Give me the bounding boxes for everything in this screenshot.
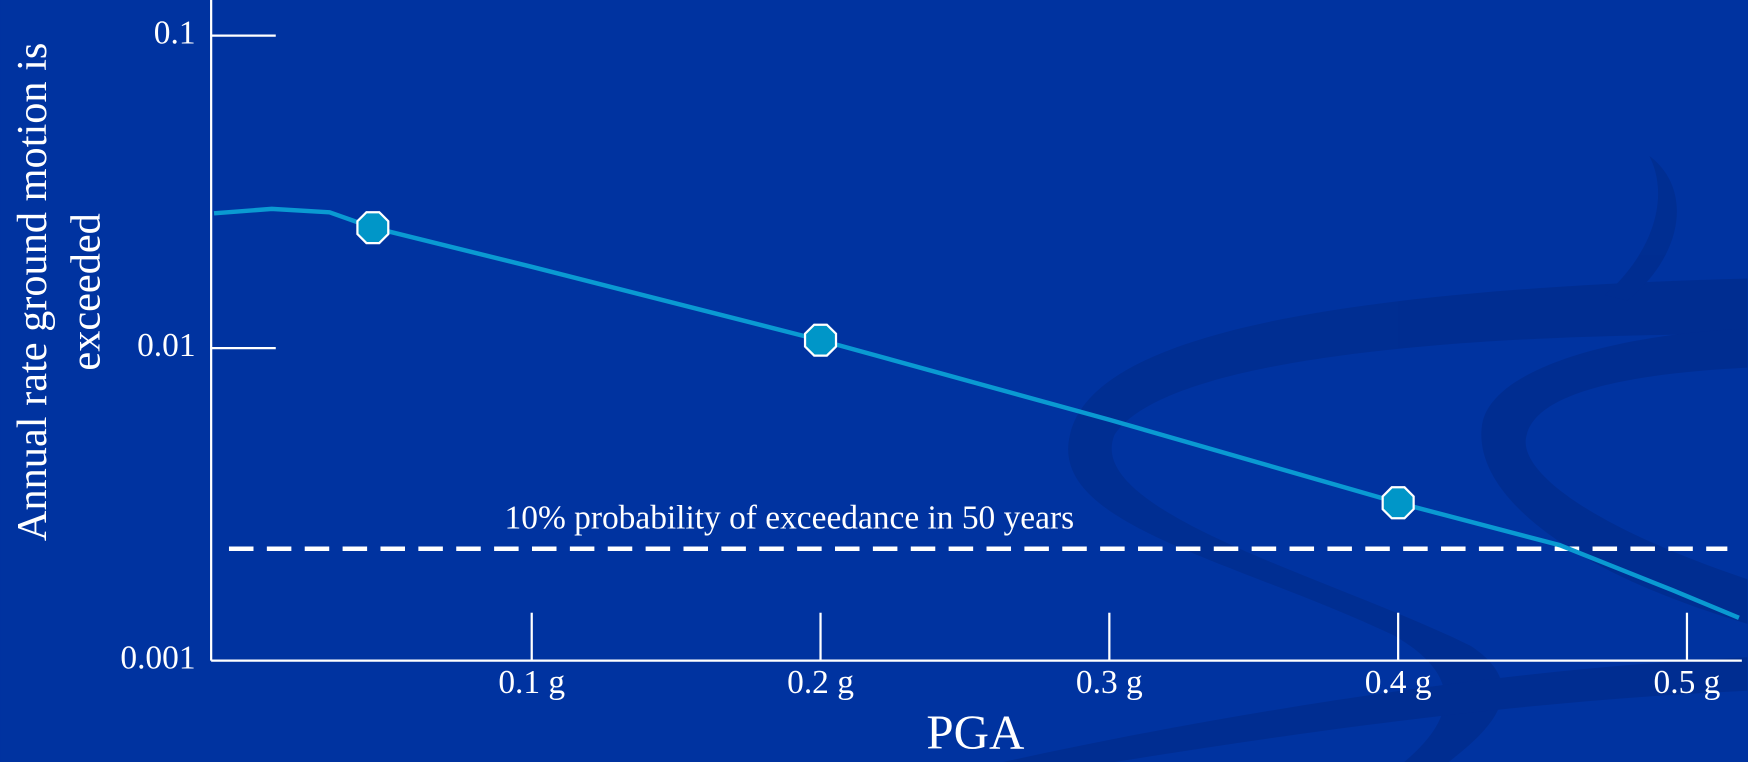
- annotation: 10% probability of exceedance in 50 year…: [505, 500, 1075, 537]
- x-tick-label: 0.1 g: [498, 664, 565, 701]
- data-point: [1383, 487, 1414, 518]
- background: [1, 0, 1748, 762]
- x-tick-label: 0.2 g: [787, 664, 854, 701]
- data-point: [357, 212, 388, 243]
- y-axis-title-line: exceeded: [62, 213, 109, 370]
- chart: PGA Annual rate ground motion is exceede…: [0, 0, 1748, 762]
- x-tick-label: 0.5 g: [1654, 664, 1721, 701]
- x-tick-label: 0.4 g: [1365, 664, 1432, 701]
- data-point: [805, 325, 836, 356]
- x-tick-label: 0.3 g: [1076, 664, 1143, 701]
- y-tick-label: 0.1: [154, 14, 196, 51]
- x-axis-title: PGA: [926, 705, 1025, 760]
- y-axis-title-line: Annual rate ground motion is: [9, 43, 56, 541]
- y-tick-label: 0.01: [137, 327, 195, 364]
- y-tick-label: 0.001: [120, 639, 195, 676]
